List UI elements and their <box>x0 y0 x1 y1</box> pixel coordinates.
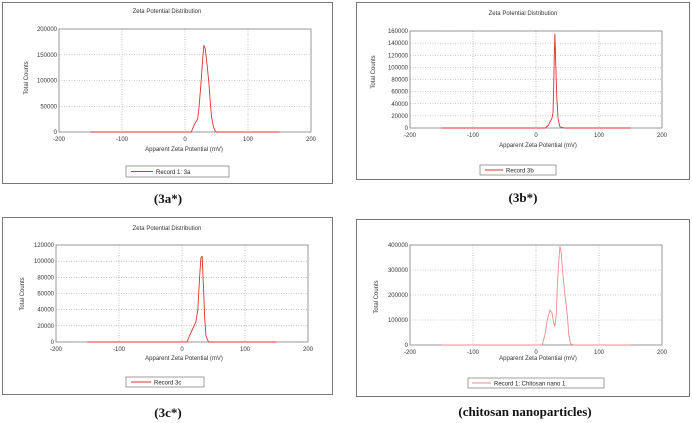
legend: Record 3c <box>125 376 205 388</box>
plot-area: -200 -100 0 100 200 0 20000 40000 60000 80000 1000… <box>34 243 314 353</box>
x-tick-label: -200 <box>50 347 63 353</box>
x-axis-label: Apparent Zeta Potential (mV) <box>499 143 577 149</box>
x-tick-label: -200 <box>404 350 417 356</box>
y-tick-label: 300000 <box>388 268 409 274</box>
chart-panel-3c: Zeta Potential Distribution -200 -100 0 100… <box>2 217 333 395</box>
y-tick-label: 60000 <box>37 292 54 298</box>
panel-frame <box>2 217 333 395</box>
x-axis-label: Apparent Zeta Potential (mV) <box>145 356 223 362</box>
y-tick-label: 200000 <box>388 293 409 299</box>
x-axis-label: Apparent Zeta Potential (mV) <box>499 356 577 362</box>
x-tick-label: -100 <box>467 133 480 139</box>
x-tick-label: 0 <box>180 347 184 353</box>
panel-frame <box>2 2 333 184</box>
plot-area: -200 -100 0 100 200 0 100000 200000 300000 400000 <box>388 243 668 356</box>
y-tick-label: 100000 <box>388 65 409 71</box>
legend-label: Record 3c <box>154 381 181 387</box>
y-tick-label: 80000 <box>37 275 54 281</box>
y-tick-label: 0 <box>51 340 55 346</box>
caption-3a: (3a*) <box>153 191 183 206</box>
series-line <box>90 45 280 133</box>
series-line <box>441 245 631 346</box>
x-tick-label: 200 <box>657 133 668 139</box>
y-tick-label: 40000 <box>37 308 54 314</box>
x-tick-label: 100 <box>594 350 605 356</box>
chart-svg: Zeta Potential Distribution -200 -100 0 100… <box>2 2 333 184</box>
caption-3b: (3b*) <box>508 190 538 205</box>
y-tick-label: 100000 <box>37 79 58 85</box>
y-tick-label: 100000 <box>388 318 409 324</box>
y-tick-label: 120000 <box>34 243 55 249</box>
chart-title: Zeta Potential Distribution <box>489 11 558 17</box>
y-tick-label: 40000 <box>391 102 408 108</box>
chart-panel-3a: Zeta Potential Distribution -200 -100 0 100… <box>2 2 333 184</box>
x-tick-label: -100 <box>113 347 126 353</box>
series-line <box>441 33 631 129</box>
plot-area: -200 -100 0 100 200 0 50000 100000 150000 200000 <box>37 27 317 143</box>
legend: Record 1: 3a <box>125 165 230 178</box>
y-axis-label: Total Counts <box>24 61 30 94</box>
x-tick-label: -200 <box>404 133 417 139</box>
y-tick-label: 120000 <box>388 53 409 59</box>
y-tick-label: 0 <box>405 343 409 349</box>
legend: Record 1: Chitosan nano 1 <box>467 377 605 389</box>
y-tick-label: 140000 <box>388 41 409 47</box>
y-tick-label: 0 <box>405 126 409 132</box>
chart-svg: Zeta Potential Distribution -200 -100 0 100… <box>356 2 690 180</box>
legend: Record 3b <box>479 164 557 176</box>
y-tick-label: 150000 <box>37 53 58 59</box>
x-tick-label: 200 <box>306 137 317 143</box>
chart-svg: -200 -100 0 100 200 0 100000 200000 300000 400000… <box>356 219 690 397</box>
x-tick-label: 0 <box>534 350 538 356</box>
chart-panel-chitosan: -200 -100 0 100 200 0 100000 200000 300000 400000… <box>356 219 690 397</box>
x-tick-label: 200 <box>657 350 668 356</box>
chart-svg: Zeta Potential Distribution -200 -100 0 100… <box>2 217 333 395</box>
panel-frame <box>356 2 690 180</box>
y-tick-label: 100000 <box>34 259 55 265</box>
plot-area: -200 -100 0 100 200 0 20000 40000 60000 80000 1000… <box>388 29 668 139</box>
x-tick-label: -200 <box>53 137 66 143</box>
y-tick-label: 400000 <box>388 243 409 249</box>
y-tick-label: 200000 <box>37 27 58 33</box>
y-tick-label: 160000 <box>388 29 409 35</box>
x-tick-label: -100 <box>116 137 129 143</box>
y-axis-label: Total Counts <box>374 280 380 313</box>
x-tick-label: 200 <box>303 347 314 353</box>
x-tick-label: 100 <box>240 347 251 353</box>
y-tick-label: 20000 <box>391 114 408 120</box>
y-axis-label: Total Counts <box>20 277 26 310</box>
panel-frame <box>356 219 690 397</box>
x-tick-label: -100 <box>467 350 480 356</box>
chart-title: Zeta Potential Distribution <box>133 9 202 15</box>
x-tick-label: 100 <box>594 133 605 139</box>
x-tick-label: 0 <box>534 133 538 139</box>
y-axis-label: Total Counts <box>371 55 377 88</box>
legend-label: Record 1: 3a <box>156 170 191 176</box>
chart-panel-3b: Zeta Potential Distribution -200 -100 0 100… <box>356 2 690 180</box>
y-tick-label: 50000 <box>40 104 57 110</box>
caption-3c: (3c*) <box>154 405 182 420</box>
y-tick-label: 80000 <box>391 78 408 84</box>
legend-label: Record 3b <box>506 169 534 175</box>
y-tick-label: 0 <box>54 130 58 136</box>
x-tick-label: 0 <box>183 137 187 143</box>
caption-chitosan: (chitosan nanoparticles) <box>458 404 592 419</box>
y-tick-label: 60000 <box>391 90 408 96</box>
x-axis-label: Apparent Zeta Potential (mV) <box>145 147 223 153</box>
legend-label: Record 1: Chitosan nano 1 <box>494 382 566 388</box>
series-line <box>87 255 277 343</box>
y-tick-label: 20000 <box>37 324 54 330</box>
chart-title: Zeta Potential Distribution <box>133 226 202 232</box>
x-tick-label: 100 <box>243 137 254 143</box>
